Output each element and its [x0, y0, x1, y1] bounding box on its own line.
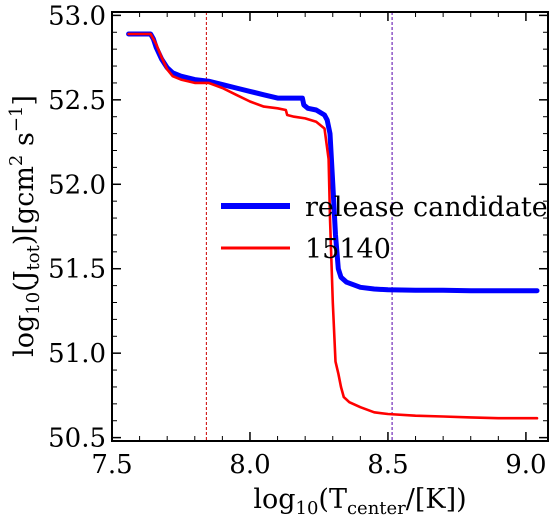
- y-tick-label-4: 52.5: [48, 86, 106, 116]
- legend-label-release-candidate: release candidate: [305, 192, 548, 223]
- vertical-reference-lines: [205, 12, 393, 441]
- y-tick-label-0: 50.5: [48, 424, 106, 454]
- y-tick-label-1: 51.0: [48, 339, 106, 369]
- x-tick-label-1: 8.0: [229, 450, 270, 480]
- y-tick-label-2: 51.5: [48, 255, 106, 285]
- series-line-0: [126, 31, 540, 294]
- series-line-1: [127, 32, 539, 420]
- legend-label-15140: 15140: [305, 234, 391, 265]
- y-tick-label-3: 52.0: [48, 170, 106, 200]
- y-axis-label: log10(Jtot)[gcm2 s−1]: [6, 95, 44, 357]
- series-lines: [126, 31, 540, 420]
- plot-frame: [111, 11, 549, 442]
- axis-ticks: [111, 12, 548, 441]
- axis-tick-labels: 7.5 8.0 8.5 9.0 50.5 51.0 51.5 52.0 52.5 53.0: [48, 1, 546, 480]
- y-tick-label-5: 53.0: [48, 1, 106, 31]
- x-tick-label-0: 7.5: [91, 450, 132, 480]
- x-tick-label-3: 9.0: [505, 450, 546, 480]
- legend: release candidate 15140: [221, 192, 548, 265]
- x-tick-label-2: 8.5: [367, 450, 408, 480]
- x-axis-label: log10(Tcenter/[K]): [253, 484, 466, 519]
